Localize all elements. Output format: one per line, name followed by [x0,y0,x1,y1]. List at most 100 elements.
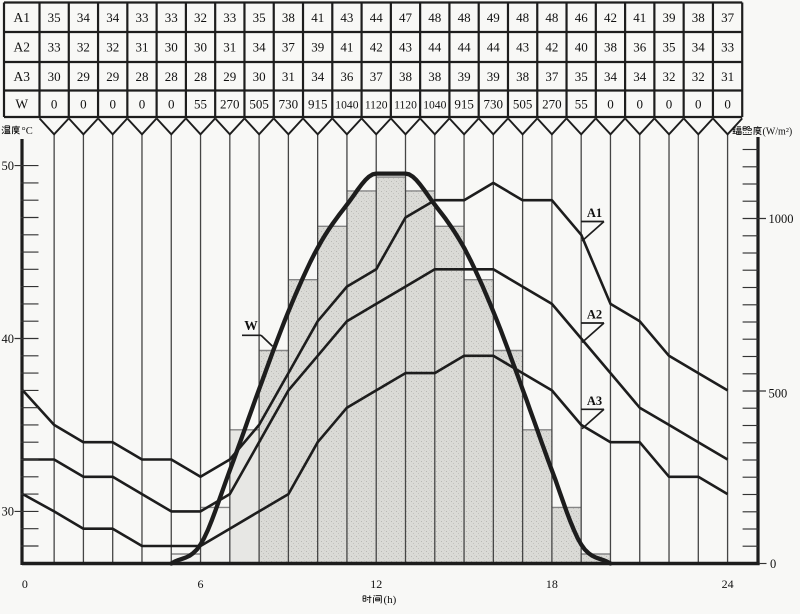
svg-text:730: 730 [279,96,299,111]
svg-text:31: 31 [136,40,149,55]
svg-text:43: 43 [399,40,412,55]
svg-text:38: 38 [399,69,412,84]
svg-text:0: 0 [666,96,673,111]
svg-text:24: 24 [722,577,734,591]
svg-text:49: 49 [487,10,500,25]
svg-text:1040: 1040 [335,98,358,111]
svg-text:37: 37 [282,40,296,55]
svg-text:40: 40 [2,332,15,346]
svg-text:915: 915 [308,96,328,111]
svg-text:38: 38 [516,69,529,84]
svg-text:28: 28 [165,69,178,84]
svg-text:35: 35 [253,10,266,25]
svg-text:38: 38 [282,10,295,25]
svg-text:55: 55 [194,96,207,111]
svg-text:44: 44 [370,10,384,25]
svg-text:28: 28 [136,69,149,84]
svg-text:12: 12 [370,577,382,591]
svg-text:33: 33 [721,40,734,55]
svg-text:30: 30 [165,40,178,55]
svg-text:44: 44 [428,40,442,55]
svg-text:38: 38 [428,69,441,84]
svg-text:0: 0 [168,96,175,111]
svg-text:W: W [15,96,28,111]
svg-text:39: 39 [458,69,471,84]
svg-text:35: 35 [48,10,61,25]
svg-text:A3: A3 [14,69,31,84]
svg-text:41: 41 [311,10,324,25]
svg-text:A1: A1 [14,10,31,25]
svg-text:0: 0 [109,96,116,111]
svg-text:48: 48 [458,10,471,25]
svg-text:29: 29 [106,69,119,84]
svg-text:730: 730 [484,96,504,111]
svg-text:°C: °C [22,126,33,137]
svg-text:1000: 1000 [769,212,794,226]
svg-text:A3: A3 [587,394,602,408]
svg-text:32: 32 [194,10,207,25]
svg-text:34: 34 [604,69,618,84]
svg-text:42: 42 [545,40,558,55]
svg-text:44: 44 [487,40,501,55]
svg-text:0: 0 [51,96,58,111]
svg-text:(h): (h) [384,594,397,606]
svg-text:44: 44 [458,40,472,55]
svg-text:33: 33 [48,40,61,55]
svg-text:46: 46 [575,10,589,25]
svg-text:43: 43 [340,10,353,25]
svg-text:30: 30 [2,505,15,519]
svg-text:500: 500 [769,387,788,401]
svg-text:34: 34 [77,10,91,25]
svg-text:A2: A2 [14,40,31,55]
svg-text:48: 48 [545,10,558,25]
svg-text:31: 31 [282,69,295,84]
svg-text:(W/m²): (W/m²) [763,126,793,137]
svg-text:39: 39 [663,10,676,25]
svg-text:W: W [244,318,258,333]
svg-text:31: 31 [721,69,734,84]
svg-text:50: 50 [2,159,15,173]
svg-text:505: 505 [513,96,533,111]
svg-text:32: 32 [106,40,119,55]
svg-text:1120: 1120 [394,98,417,111]
svg-text:1120: 1120 [365,98,388,111]
svg-text:29: 29 [223,69,236,84]
svg-text:28: 28 [194,69,207,84]
svg-text:30: 30 [253,69,266,84]
svg-text:915: 915 [454,96,474,111]
svg-text:34: 34 [253,40,267,55]
svg-text:A1: A1 [587,206,602,220]
svg-text:0: 0 [139,96,146,111]
svg-text:0: 0 [636,96,643,111]
svg-text:32: 32 [692,69,705,84]
svg-text:1040: 1040 [423,98,446,111]
svg-text:37: 37 [721,10,735,25]
svg-text:A2: A2 [587,308,602,322]
svg-text:33: 33 [136,10,149,25]
svg-text:38: 38 [692,10,705,25]
svg-text:41: 41 [340,40,353,55]
svg-text:505: 505 [249,96,269,111]
svg-text:38: 38 [604,40,617,55]
svg-text:48: 48 [428,10,441,25]
svg-text:55: 55 [575,96,588,111]
svg-text:40: 40 [575,40,588,55]
svg-text:47: 47 [399,10,413,25]
svg-text:0: 0 [695,96,702,111]
svg-text:42: 42 [370,40,383,55]
svg-text:35: 35 [575,69,588,84]
svg-text:36: 36 [340,69,354,84]
svg-text:270: 270 [542,96,562,111]
svg-text:43: 43 [516,40,529,55]
svg-text:36: 36 [633,40,647,55]
svg-text:31: 31 [223,40,236,55]
svg-text:0: 0 [607,96,614,111]
svg-text:42: 42 [604,10,617,25]
svg-text:34: 34 [692,40,706,55]
svg-text:34: 34 [106,10,120,25]
svg-text:39: 39 [311,40,324,55]
svg-text:35: 35 [663,40,676,55]
svg-text:37: 37 [545,69,559,84]
svg-text:48: 48 [516,10,529,25]
svg-text:34: 34 [311,69,325,84]
